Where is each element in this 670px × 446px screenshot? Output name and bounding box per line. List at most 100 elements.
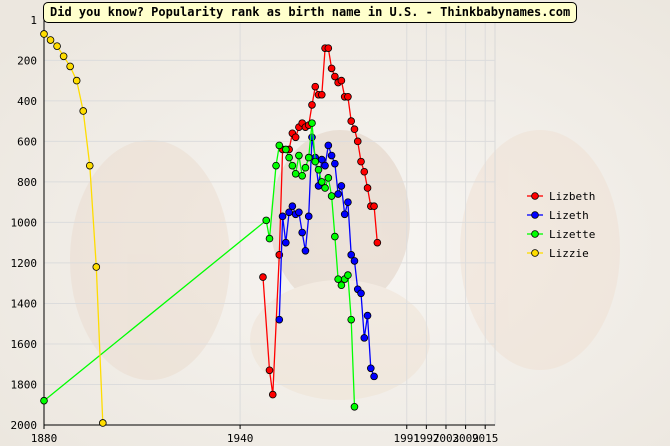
data-point-lizeth [340,210,349,219]
legend-label-lizeth: Lizeth [549,209,589,222]
y-tick-label: 1800 [11,378,38,391]
data-point-lizeth [324,141,333,150]
data-point-lizette [291,169,300,178]
data-point-lizeth [295,208,303,217]
data-point-lizzie [72,76,81,85]
data-point-lizbeth [353,137,362,146]
data-point-lizbeth [347,117,356,125]
data-point-lizeth [298,228,306,237]
data-point-lizette [344,271,352,279]
data-point-lizette [324,174,333,182]
x-tick-label: 2015 [472,432,499,445]
legend: Lizbeth Lizeth Lizette Lizzie [527,190,595,260]
x-tick-label: 1940 [227,432,254,445]
data-point-lizeth [282,238,290,247]
data-point-lizeth [278,212,287,221]
data-point-lizzie [40,30,48,38]
data-point-lizette [314,165,323,174]
data-point-lizeth [350,257,359,265]
data-point-lizzie [59,52,68,61]
data-point-lizette [334,275,342,283]
data-point-lizette [275,141,284,150]
data-point-lizbeth [327,64,336,73]
data-point-lizette [304,153,313,162]
data-point-lizeth [308,133,316,142]
axes: 1200400600800100012001400160018002000188… [11,14,499,445]
data-point-lizzie [92,263,101,271]
data-point-lizette [40,396,48,405]
legend-marker-lizette [531,230,539,238]
data-point-lizbeth [331,72,339,81]
data-point-lizeth [331,159,339,168]
legend-marker-lizbeth [531,192,539,200]
y-tick-label: 800 [17,176,37,189]
y-tick-label: 200 [17,54,37,67]
data-point-lizette [327,192,336,200]
legend-marker-lizzie [531,249,539,257]
data-point-lizette [337,281,346,290]
data-point-lizbeth [344,92,352,101]
series-lizbeth [259,44,382,399]
data-point-lizbeth [350,125,359,134]
legend-label-lizbeth: Lizbeth [549,190,595,203]
data-point-lizette [350,402,359,411]
data-point-lizbeth [337,76,346,85]
data-point-lizzie [46,36,55,44]
data-point-lizeth [370,372,378,381]
chart-title: Did you know? Popularity rank as birth n… [43,2,578,23]
data-point-lizette [331,232,339,241]
series-line-lizzie [43,33,104,424]
y-tick-label: 600 [17,135,37,148]
series-lizzie [40,30,107,427]
data-point-lizeth [285,208,293,217]
data-point-lizeth [360,334,369,342]
data-point-lizzie [85,161,94,170]
data-point-lizette [295,151,303,160]
data-point-lizeth [317,155,326,164]
data-point-lizeth [363,311,372,320]
data-point-lizzie [66,62,74,71]
data-point-lizbeth [363,184,372,192]
data-point-lizbeth [311,82,320,91]
legend-label-lizzie: Lizzie [549,247,589,260]
x-tick-label: 2009 [452,432,479,445]
data-point-lizeth [334,190,342,198]
y-tick-label: 1 [30,14,37,27]
y-tick-label: 1400 [11,297,38,310]
data-point-lizeth [347,251,356,259]
legend-marker-lizeth [531,211,539,219]
x-tick-label: 2003 [433,432,460,445]
data-point-lizette [317,178,326,186]
x-tick-label: 1880 [31,432,58,445]
data-point-lizeth [288,202,297,210]
y-tick-label: 1000 [11,216,38,229]
data-point-lizbeth [357,157,365,166]
data-point-lizette [272,161,280,170]
data-point-lizeth [327,151,336,160]
y-tick-label: 1600 [11,338,38,351]
data-point-lizeth [337,182,346,190]
x-tick-label: 1997 [413,432,440,445]
data-point-lizette [282,145,290,154]
data-point-lizette [301,163,310,172]
data-point-lizeth [321,161,329,170]
y-tick-label: 2000 [11,419,38,432]
background-photo-silhouettes [70,130,620,400]
data-point-lizette [262,216,271,225]
data-point-lizeth [344,198,352,206]
data-point-lizzie [99,419,107,427]
data-point-lizette [265,234,274,243]
data-point-lizeth [357,289,365,298]
data-point-lizbeth [265,366,274,375]
data-point-lizeth [301,246,310,255]
data-point-lizette [321,184,329,192]
data-point-lizette [311,157,320,166]
data-point-lizette [347,315,356,324]
series-layer [40,30,382,427]
data-point-lizbeth [373,238,382,247]
data-point-lizeth [304,212,313,221]
data-point-lizbeth [308,101,316,109]
data-point-lizeth [367,364,375,373]
